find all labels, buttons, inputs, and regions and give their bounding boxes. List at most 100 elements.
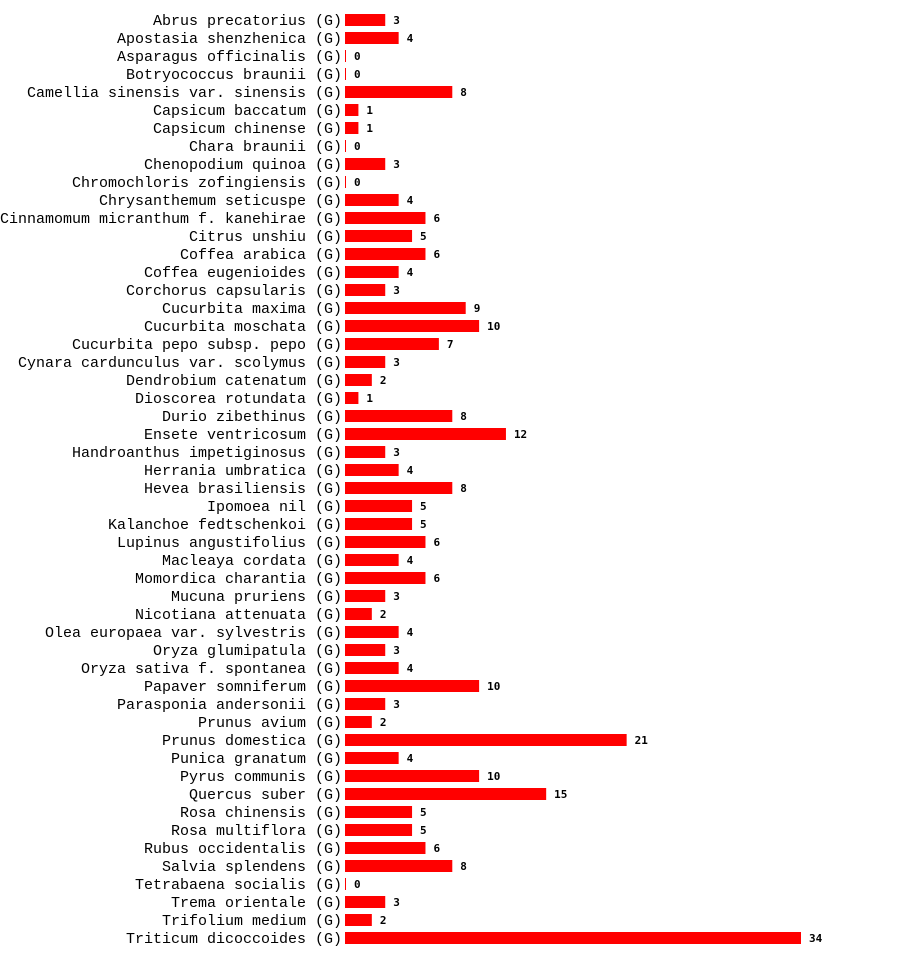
category-label: Parasponia andersonii (G): [117, 697, 342, 714]
value-label: 2: [380, 914, 387, 927]
value-label: 0: [354, 140, 361, 153]
value-label: 9: [474, 302, 481, 315]
value-label: 7: [447, 338, 454, 351]
category-label: Quercus suber (G): [189, 787, 342, 804]
bar: [345, 356, 386, 368]
bar: [345, 824, 413, 836]
value-label: 1: [366, 122, 373, 135]
category-label: Prunus domestica (G): [162, 733, 342, 750]
category-label: Corchorus capsularis (G): [126, 283, 342, 300]
value-label: 12: [514, 428, 527, 441]
bar: [345, 698, 386, 710]
category-label: Citrus unshiu (G): [189, 229, 342, 246]
bar: [345, 68, 346, 80]
category-label: Salvia splendens (G): [162, 859, 342, 876]
value-label: 2: [380, 608, 387, 621]
value-label: 4: [407, 32, 414, 45]
category-label: Chromochloris zofingiensis (G): [72, 175, 342, 192]
bar: [345, 752, 399, 764]
bar: [345, 518, 413, 530]
category-label: Oryza sativa f. spontanea (G): [81, 661, 342, 678]
bar: [345, 788, 547, 800]
category-label: Chara braunii (G): [189, 139, 342, 156]
value-label: 5: [420, 500, 427, 513]
category-label: Coffea eugenioides (G): [144, 265, 342, 282]
bar: [345, 176, 346, 188]
bar: [345, 104, 359, 116]
bar: [345, 428, 506, 440]
bar: [345, 932, 801, 944]
category-label: Hevea brasiliensis (G): [144, 481, 342, 498]
bar: [345, 32, 399, 44]
value-label: 0: [354, 176, 361, 189]
category-label: Capsicum chinense (G): [153, 121, 342, 138]
value-label: 4: [407, 194, 414, 207]
category-label: Botryococcus braunii (G): [126, 67, 342, 84]
bar: [345, 284, 386, 296]
bar: [345, 842, 426, 854]
value-label: 10: [487, 320, 500, 333]
value-label: 6: [433, 842, 440, 855]
bar: [345, 140, 346, 152]
bar: [345, 122, 359, 134]
category-label: Momordica charantia (G): [135, 571, 342, 588]
value-label: 2: [380, 374, 387, 387]
value-label: 21: [635, 734, 649, 747]
value-label: 4: [407, 554, 414, 567]
category-label: Macleaya cordata (G): [162, 553, 342, 570]
value-label: 5: [420, 518, 427, 531]
category-label: Rubus occidentalis (G): [144, 841, 342, 858]
bar: [345, 572, 426, 584]
category-label: Trifolium medium (G): [162, 913, 342, 930]
category-label: Herrania umbratica (G): [144, 463, 342, 480]
value-label: 8: [460, 410, 467, 423]
category-label: Camellia sinensis var. sinensis (G): [27, 85, 342, 102]
value-label: 4: [407, 464, 414, 477]
value-label: 5: [420, 806, 427, 819]
value-label: 3: [393, 590, 400, 603]
bar: [345, 608, 372, 620]
value-label: 0: [354, 68, 361, 81]
value-label: 8: [460, 482, 467, 495]
bar: [345, 680, 480, 692]
value-label: 6: [433, 212, 440, 225]
bar: [345, 410, 453, 422]
bar: [345, 338, 439, 350]
bar: [345, 446, 386, 458]
bar: [345, 626, 399, 638]
category-label: Cinnamomum micranthum f. kanehirae (G): [0, 211, 342, 228]
value-label: 3: [393, 158, 400, 171]
category-label: Cucurbita maxima (G): [162, 301, 342, 318]
value-label: 4: [407, 752, 414, 765]
category-label: Papaver somniferum (G): [144, 679, 342, 696]
bar: [345, 50, 346, 62]
value-label: 3: [393, 14, 400, 27]
bar: [345, 662, 399, 674]
category-label: Chenopodium quinoa (G): [144, 157, 342, 174]
category-label: Coffea arabica (G): [180, 247, 342, 264]
bar: [345, 554, 399, 566]
bar: [345, 590, 386, 602]
value-label: 1: [366, 392, 373, 405]
bar: [345, 86, 453, 98]
category-label: Prunus avium (G): [198, 715, 342, 732]
value-label: 5: [420, 230, 427, 243]
value-label: 3: [393, 446, 400, 459]
category-label: Rosa chinensis (G): [180, 805, 342, 822]
value-label: 1: [366, 104, 373, 117]
value-label: 3: [393, 896, 400, 909]
category-label: Triticum dicoccoides (G): [126, 931, 342, 948]
category-label: Oryza glumipatula (G): [153, 643, 342, 660]
value-label: 4: [407, 662, 414, 675]
value-label: 6: [433, 536, 440, 549]
value-label: 3: [393, 644, 400, 657]
category-label: Mucuna pruriens (G): [171, 589, 342, 606]
bar: [345, 266, 399, 278]
bar: [345, 212, 426, 224]
bar: [345, 158, 386, 170]
category-label: Trema orientale (G): [171, 895, 342, 912]
bar: [345, 914, 372, 926]
bar: [345, 230, 413, 242]
value-label: 3: [393, 356, 400, 369]
